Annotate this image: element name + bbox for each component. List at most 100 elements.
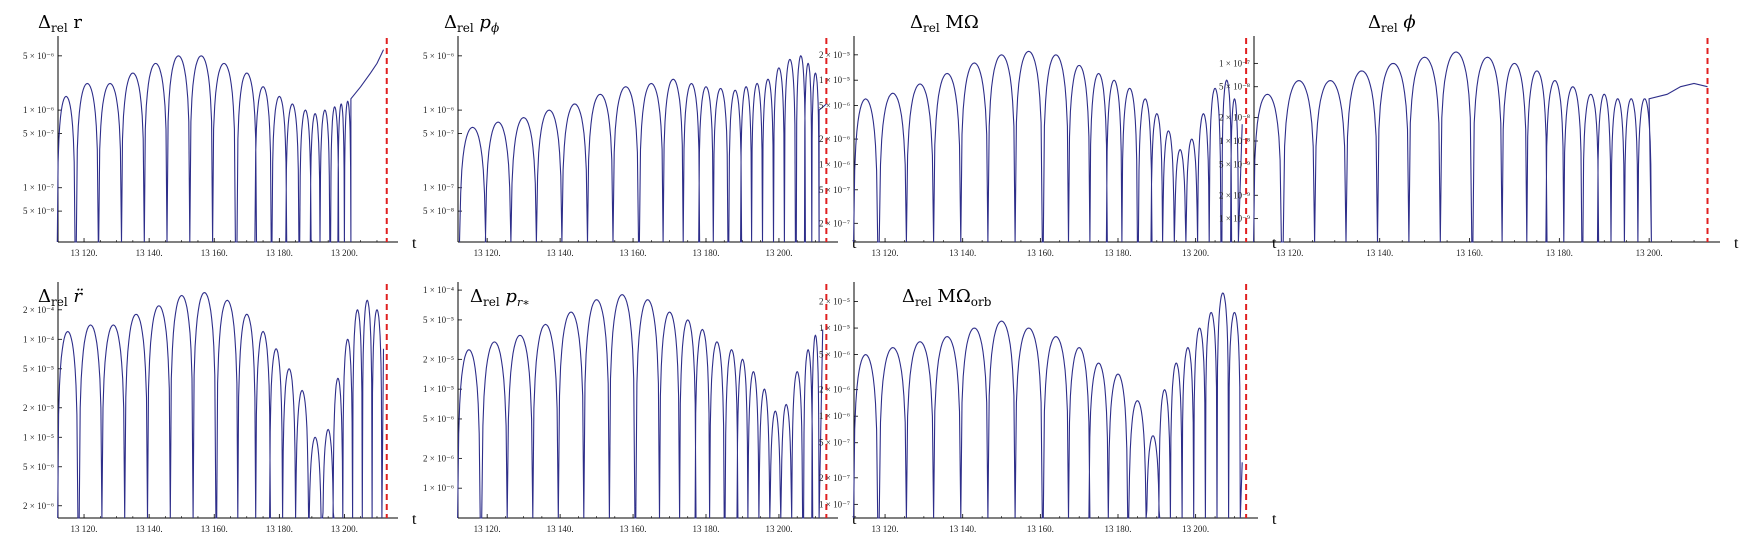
panel-title: Δrel MΩ: [910, 12, 979, 35]
y-tick-label: 1 × 10⁻⁶: [423, 483, 454, 493]
y-tick-label: 1 × 10⁻⁸: [1219, 136, 1250, 146]
y-tick-label: 5 × 10⁻⁸: [23, 206, 54, 216]
panel-title: Δrel pϕ: [444, 12, 499, 35]
x-axis-label: t: [1272, 511, 1277, 528]
panel-title: Δrel MΩorb: [902, 286, 992, 309]
data-series-line: [853, 50, 1243, 243]
panel-4: Δrel ϕ t13 120. 13 140. 13 160. 13 180. 13 20…: [1219, 12, 1739, 258]
y-tick-label: 1 × 10⁻⁵: [819, 323, 850, 333]
x-tick-label: 13 160.: [201, 248, 228, 258]
x-tick-label: 13 180.: [693, 524, 720, 534]
x-tick-label: 13 140.: [136, 248, 163, 258]
y-tick-label: 5 × 10⁻⁷: [819, 438, 850, 448]
y-tick-label: 2 × 10⁻⁴: [23, 305, 54, 315]
x-tick-label: 13 120.: [71, 524, 98, 534]
x-tick-label: 13 140.: [547, 524, 574, 534]
x-tick-label: 13 120.: [872, 248, 899, 258]
x-axis-label: t: [852, 235, 857, 252]
x-tick-label: 13 120.: [474, 524, 501, 534]
x-tick-label: 13 160.: [1456, 248, 1483, 258]
x-tick-label: 13 180.: [1546, 248, 1573, 258]
y-tick-label: 1 × 10⁻⁶: [23, 105, 54, 115]
y-tick-label: 2 × 10⁻⁶: [819, 385, 850, 395]
y-tick-label: 5 × 10⁻⁸: [423, 206, 454, 216]
y-tick-label: 1 × 10⁻⁴: [423, 285, 454, 295]
y-tick-label: 5 × 10⁻⁵: [23, 364, 54, 374]
panel-title: Δrel r: [38, 12, 82, 35]
x-tick-label: 13 120.: [474, 248, 501, 258]
y-tick-label: 1 × 10⁻⁵: [23, 432, 54, 442]
data-series-line: [1253, 51, 1708, 243]
panel-5: Δrel r̈ t 13 120. 13 140. 13 160. 13 180. 13 2…: [23, 282, 417, 534]
x-tick-label: 13 180.: [1105, 524, 1132, 534]
x-tick-label: 13 140.: [136, 524, 163, 534]
y-tick-label: 5 × 10⁻⁹: [1219, 159, 1250, 169]
panel-3: Δrel MΩ t 13 120. 13 140. 13 160. 13 180. 13 2…: [819, 12, 1277, 258]
y-tick-label: 5 × 10⁻⁸: [1219, 82, 1250, 92]
y-tick-label: 1 × 10⁻⁶: [423, 105, 454, 115]
y-tick-label: 5 × 10⁻⁷: [423, 128, 454, 138]
x-axis-label: t: [412, 511, 417, 528]
data-series-line: [57, 292, 385, 519]
y-tick-label: 2 × 10⁻⁶: [423, 453, 454, 463]
x-tick-label: 13 200.: [1182, 524, 1209, 534]
x-tick-label: 13 180.: [1105, 248, 1132, 258]
panel-title: Δrel ϕ: [1368, 12, 1416, 35]
x-tick-label: 13 140.: [1366, 248, 1393, 258]
data-series-line: [458, 55, 827, 243]
x-tick-label: 13 200.: [1182, 248, 1209, 258]
y-tick-label: 1 × 10⁻⁹: [1219, 214, 1250, 224]
y-tick-label: 2 × 10⁻⁸: [1219, 113, 1250, 123]
y-tick-label: 5 × 10⁻⁶: [23, 51, 54, 61]
y-tick-label: 2 × 10⁻⁷: [819, 473, 850, 483]
y-tick-label: 2 × 10⁻⁶: [819, 134, 850, 144]
x-tick-label: 13 120.: [1276, 248, 1303, 258]
x-tick-label: 13 180.: [266, 248, 293, 258]
y-tick-label: 2 × 10⁻⁵: [819, 50, 850, 60]
y-tick-label: 5 × 10⁻⁶: [819, 350, 850, 360]
y-tick-label: 1 × 10⁻⁷: [423, 183, 454, 193]
x-tick-label: 13 200.: [331, 248, 358, 258]
y-tick-label: 1 × 10⁻⁴: [23, 334, 54, 344]
x-tick-label: 13 160.: [1027, 248, 1054, 258]
y-tick-label: 5 × 10⁻⁷: [23, 128, 54, 138]
y-tick-label: 1 × 10⁻⁵: [819, 75, 850, 85]
x-tick-label: 13 140.: [547, 248, 574, 258]
x-tick-label: 13 180.: [266, 524, 293, 534]
x-tick-label: 13 160.: [620, 524, 647, 534]
y-tick-label: 2 × 10⁻⁵: [819, 297, 850, 307]
data-series-line: [853, 292, 1243, 519]
y-tick-label: 1 × 10⁻⁷: [23, 183, 54, 193]
y-tick-label: 2 × 10⁻⁶: [23, 501, 54, 511]
y-tick-label: 1 × 10⁻⁷: [1219, 58, 1250, 68]
panel-7: Δrel MΩorb t 13 120. 13 140. 13 160. 13 180. 1…: [819, 282, 1277, 534]
y-tick-label: 5 × 10⁻⁶: [23, 462, 54, 472]
x-tick-label: 13 200.: [331, 524, 358, 534]
x-tick-label: 13 120.: [71, 248, 98, 258]
y-tick-label: 1 × 10⁻⁶: [819, 411, 850, 421]
panel-6: Δrel pr∗ t 13 120. 13 140. 13 160. 13 180. 13 …: [423, 282, 857, 534]
y-tick-label: 5 × 10⁻⁷: [819, 185, 850, 195]
y-tick-label: 1 × 10⁻⁶: [819, 159, 850, 169]
x-tick-label: 13 160.: [1027, 524, 1054, 534]
x-axis-label: t: [1272, 235, 1277, 252]
x-tick-label: 13 160.: [201, 524, 228, 534]
x-axis-label: t: [412, 235, 417, 252]
x-axis-label: t: [852, 511, 857, 528]
y-tick-label: 2 × 10⁻⁹: [1219, 190, 1250, 200]
y-tick-label: 5 × 10⁻⁶: [423, 414, 454, 424]
x-tick-label: 13 180.: [693, 248, 720, 258]
x-tick-label: 13 120.: [872, 524, 899, 534]
y-tick-label: 2 × 10⁻⁵: [23, 403, 54, 413]
y-tick-label: 5 × 10⁻⁶: [423, 51, 454, 61]
panel-1: Δrel r t 13 120. 13 140. 13 160. 13 180. 13 20…: [23, 12, 417, 258]
x-tick-label: 13 200.: [1636, 248, 1663, 258]
data-series-line: [457, 294, 824, 519]
y-tick-label: 2 × 10⁻⁵: [423, 354, 454, 364]
panel-title: Δrel pr∗: [470, 286, 530, 309]
y-tick-label: 5 × 10⁻⁵: [423, 315, 454, 325]
panel-2: Δrel pϕ t 13 120. 13 140. 13 160. 13 180. 13 2…: [423, 12, 857, 258]
y-tick-label: 5 × 10⁻⁶: [819, 101, 850, 111]
x-tick-label: 13 140.: [949, 524, 976, 534]
